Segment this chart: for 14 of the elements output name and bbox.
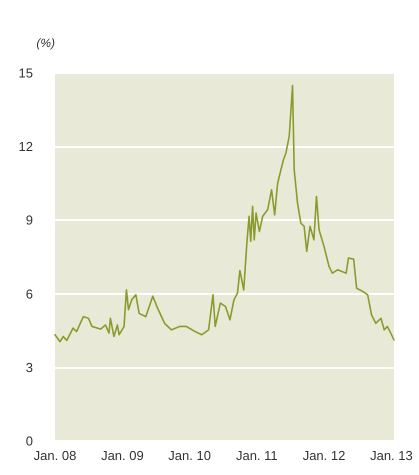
y-tick-label: 6: [26, 286, 33, 302]
x-tick-label: Jan. 10: [168, 448, 211, 463]
y-tick-label: 0: [26, 434, 33, 448]
x-tick-label: Jan. 08: [34, 448, 76, 463]
x-tick-label: Jan. 12: [302, 448, 346, 463]
x-tick-label: Jan. 13: [370, 448, 413, 463]
y-tick-label: 15: [18, 66, 33, 80]
y-axis-title: (%): [36, 36, 55, 50]
y-tick-label: 9: [26, 212, 33, 228]
line-series: [54, 84, 395, 342]
x-tick-label: Jan. 11: [236, 448, 278, 463]
y-tick-label: 3: [26, 360, 33, 375]
y-tick-label: 12: [18, 139, 33, 154]
x-tick-label: Jan. 09: [101, 448, 144, 463]
